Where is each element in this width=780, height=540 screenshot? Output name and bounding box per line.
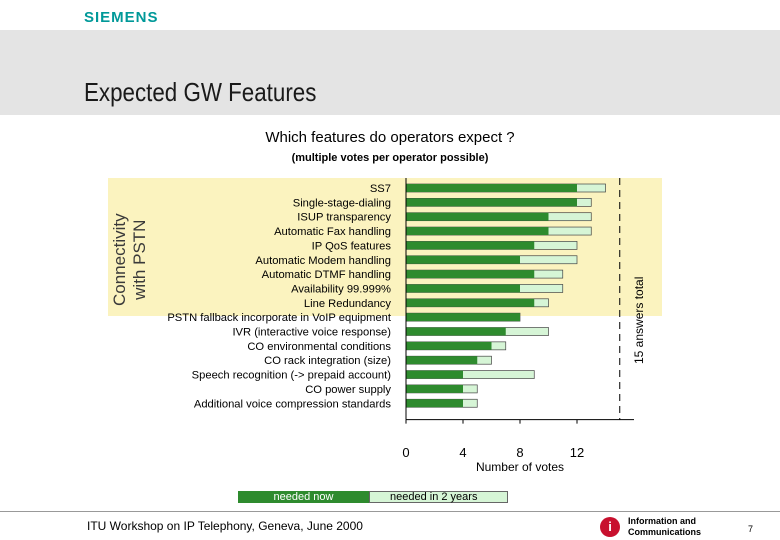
bar-needed-now [406,341,492,350]
x-tick-label: 8 [516,445,523,460]
bar-needed-now [406,270,535,279]
legend-label-needed-2y: needed in 2 years [390,491,478,503]
category-label: Automatic Modem handling [255,255,391,267]
bar-needed-now [406,284,520,293]
page-number: 7 [748,524,754,534]
bar-needed-now [406,212,549,221]
ic-line2: Communications [628,527,702,537]
category-label: IVR (interactive voice response) [232,327,391,339]
legend-swatch-needed-now [238,491,369,503]
legend-label-needed-now: needed now [273,491,334,503]
bar-needed-now [406,298,535,307]
footer-text: ITU Workshop on IP Telephony, Geneva, Ju… [87,519,363,533]
x-tick-label: 12 [570,445,584,460]
bar-needed-now [406,198,577,207]
category-label: PSTN fallback incorporate in VoIP equipm… [167,312,392,324]
bar-needed-now [406,384,463,393]
bar-needed-now [406,255,520,264]
bar-needed-now [406,184,577,192]
info-comm-logo-icon: i [600,517,620,537]
category-label: IP QoS features [312,240,392,252]
chart-subtitle: (multiple votes per operator possible) [291,152,489,164]
bar-needed-now [406,370,463,379]
header-band [0,30,780,115]
bar-needed-now [406,313,520,322]
category-label: Line Redundancy [304,298,391,310]
info-comm-logo-text: Information and Communications [628,516,701,538]
category-label: CO environmental conditions [247,341,391,353]
category-label: Single-stage-dialing [293,197,391,209]
category-label: CO power supply [305,384,391,396]
category-label: SS7 [370,183,391,195]
bar-needed-now [406,399,463,408]
x-tick-label: 4 [459,445,466,460]
bar-needed-now [406,356,478,365]
ic-line1: Information and [628,516,696,526]
category-label: Automatic Fax handling [274,226,391,238]
category-label: Speech recognition (-> prepaid account) [192,370,392,382]
footer-divider [0,511,780,512]
chart-title: Which features do operators expect ? [265,129,515,146]
category-label: Automatic DTMF handling [262,269,391,281]
bar-needed-now [406,241,535,250]
category-label: ISUP transparency [297,212,391,224]
legend-swatch-needed-2y [369,491,508,503]
category-label: Additional voice compression standards [194,398,392,410]
bar-needed-now [406,227,549,236]
x-axis-label: Number of votes [476,460,564,474]
x-tick-label: 0 [402,445,409,460]
siemens-logo: SIEMENS [84,9,159,26]
page-title: Expected GW Features [84,77,317,107]
category-label: CO rack integration (size) [264,355,391,367]
category-label: Availability 99.999% [291,283,391,295]
bar-needed-now [406,327,506,336]
answers-total-label: 15 answers total [632,276,646,364]
